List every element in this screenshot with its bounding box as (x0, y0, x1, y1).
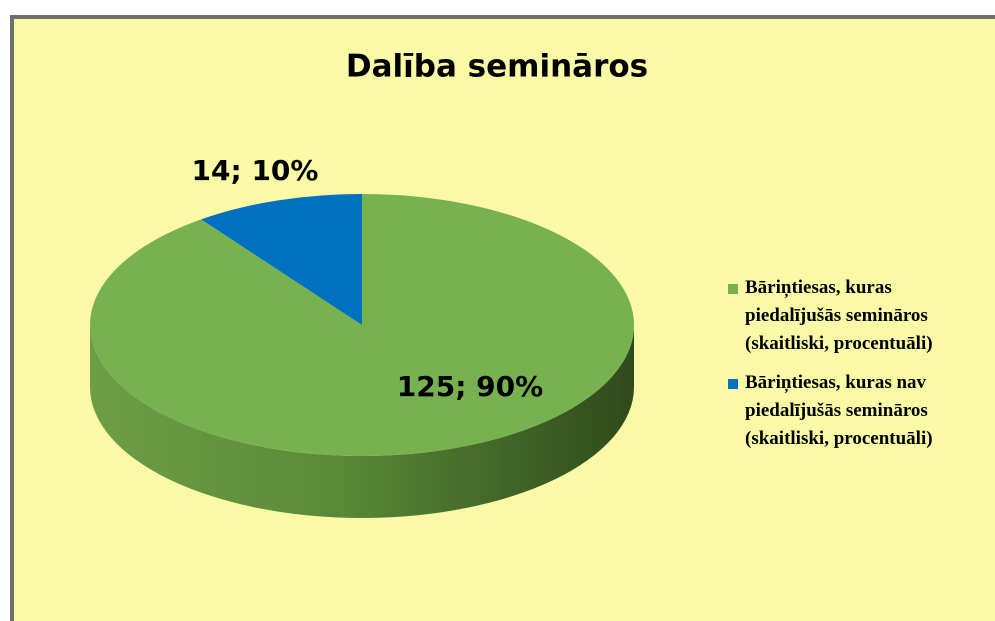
legend-item: Bāriņtiesas, kuras nav piedalījušās semi… (728, 369, 990, 453)
legend-label: Bāriņtiesas, kuras nav piedalījušās semi… (745, 372, 933, 449)
data-label: 125; 90% (397, 370, 543, 403)
legend-label: Bāriņtiesas, kuras piedalījušās semināro… (745, 277, 933, 354)
chart-title: Dalība semināros (346, 49, 648, 85)
legend-swatch (728, 284, 738, 294)
legend: Bāriņtiesas, kuras piedalījušās semināro… (728, 274, 990, 464)
data-label: 14; 10% (192, 154, 319, 187)
legend-swatch (728, 379, 738, 389)
legend-item: Bāriņtiesas, kuras piedalījušās semināro… (728, 274, 990, 358)
pie-side (90, 325, 634, 518)
pie-slice (201, 194, 362, 325)
